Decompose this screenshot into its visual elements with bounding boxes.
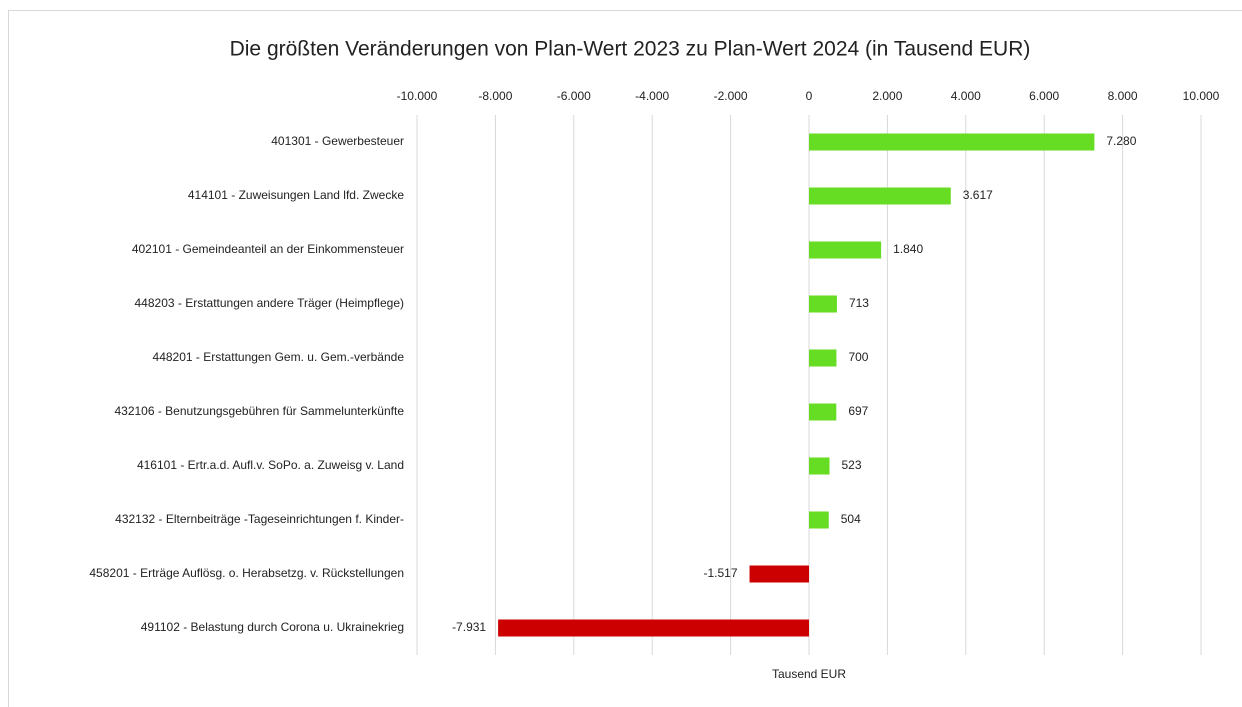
bar — [809, 133, 1095, 151]
value-label: 697 — [848, 404, 868, 418]
x-tick-label: 2.000 — [872, 89, 902, 103]
chart-title: Die größten Veränderungen von Plan-Wert … — [230, 38, 1031, 61]
value-label: -7.931 — [452, 620, 486, 634]
x-tick-label: -4.000 — [635, 89, 669, 103]
bar — [809, 457, 830, 475]
bar — [809, 403, 837, 421]
y-tick-label: 414101 - Zuweisungen Land lfd. Zwecke — [188, 188, 404, 202]
x-tick-label: 4.000 — [951, 89, 981, 103]
y-tick-label: 416101 - Ertr.a.d. Aufl.v. SoPo. a. Zuwe… — [137, 458, 404, 472]
x-tick-label: -10.000 — [397, 89, 438, 103]
bar — [809, 511, 829, 529]
x-tick-label: 6.000 — [1029, 89, 1059, 103]
value-label: 3.617 — [963, 188, 993, 202]
y-tick-label: 432106 - Benutzungsgebühren für Sammelun… — [114, 404, 404, 418]
y-tick-label: 458201 - Erträge Auflösg. o. Herabsetzg.… — [89, 566, 404, 580]
chart-frame — [8, 10, 1242, 707]
x-axis-label: Tausend EUR — [772, 667, 846, 681]
y-tick-label: 432132 - Elternbeiträge -Tageseinrichtun… — [115, 512, 404, 526]
y-tick-label: 448201 - Erstattungen Gem. u. Gem.-verbä… — [153, 350, 405, 364]
y-tick-label: 491102 - Belastung durch Corona u. Ukrai… — [141, 620, 404, 634]
value-label: 700 — [848, 350, 868, 364]
bar — [749, 565, 809, 583]
value-label: 1.840 — [893, 242, 923, 256]
x-tick-label: 10.000 — [1183, 89, 1220, 103]
x-tick-label: -8.000 — [478, 89, 512, 103]
bar — [809, 349, 837, 367]
bar — [809, 295, 837, 313]
y-tick-label: 448203 - Erstattungen andere Träger (Hei… — [135, 296, 405, 310]
value-label: -1.517 — [704, 566, 738, 580]
y-tick-label: 401301 - Gewerbesteuer — [271, 134, 404, 148]
value-label: 523 — [842, 458, 862, 472]
value-label: 713 — [849, 296, 869, 310]
value-label: 504 — [841, 512, 861, 526]
bar — [809, 187, 951, 205]
x-tick-label: -6.000 — [557, 89, 591, 103]
bar — [809, 241, 882, 259]
x-tick-label: 0 — [806, 89, 813, 103]
y-tick-label: 402101 - Gemeindeanteil an der Einkommen… — [132, 242, 404, 256]
bar — [498, 619, 809, 637]
x-tick-label: 8.000 — [1108, 89, 1138, 103]
x-tick-label: -2.000 — [714, 89, 748, 103]
value-label: 7.280 — [1106, 134, 1136, 148]
